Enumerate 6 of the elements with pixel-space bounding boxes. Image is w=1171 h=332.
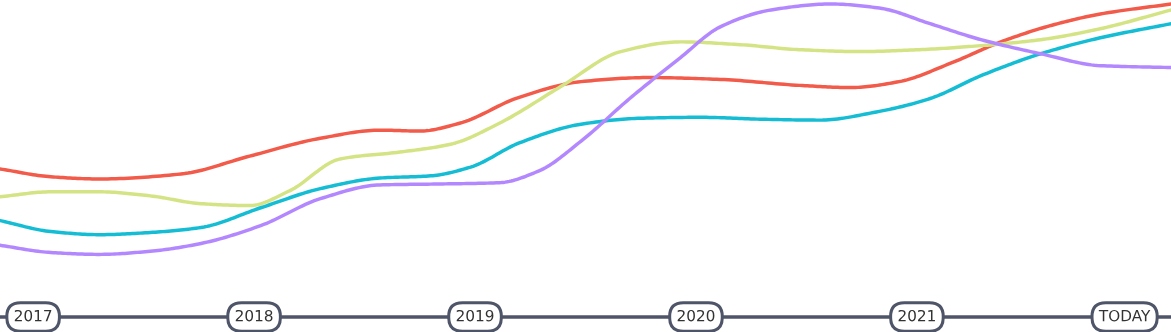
x-tick-label: 2017: [14, 309, 52, 322]
x-tick-label: 2021: [898, 309, 935, 322]
x-tick-label: 2020: [677, 309, 715, 322]
x-tick-label: TODAY: [1098, 309, 1151, 322]
x-tick-label: 2019: [456, 309, 494, 322]
x-tick-label: 2018: [235, 309, 273, 322]
